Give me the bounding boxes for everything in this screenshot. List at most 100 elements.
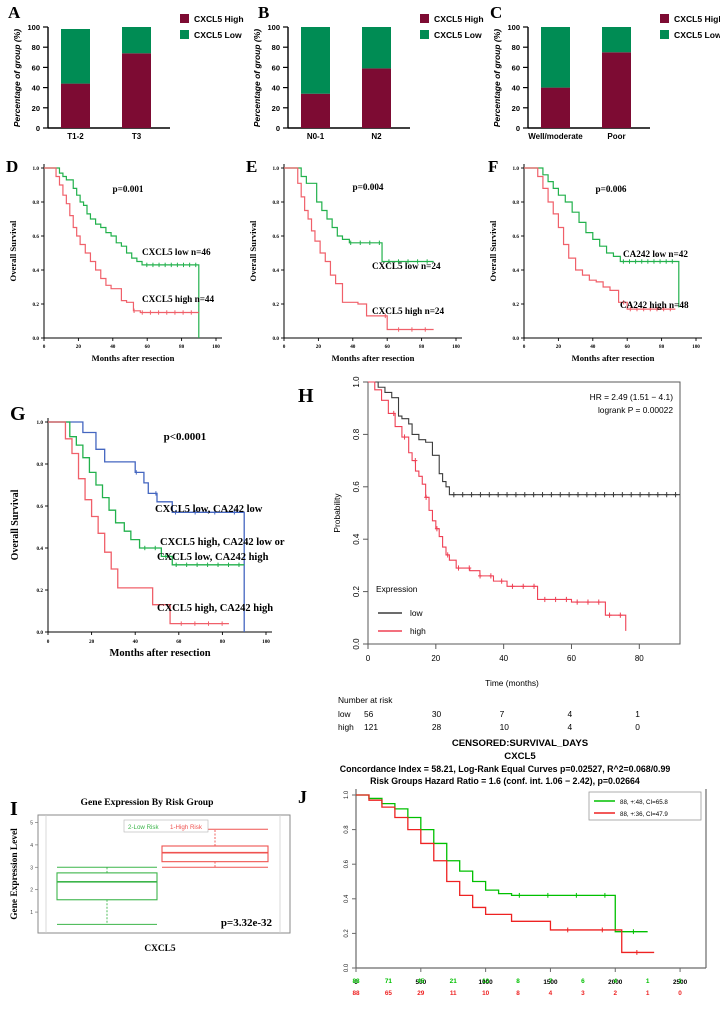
panel-e-axes xyxy=(283,164,462,339)
svg-text:0.2: 0.2 xyxy=(273,302,280,308)
panel-g-annotation-4: CXCL5 high, CA242 high xyxy=(157,603,273,614)
svg-text:0.4: 0.4 xyxy=(513,268,520,274)
panel-j-risk-cell: 11 xyxy=(450,990,457,997)
panel-c-ylabel: Percentage of group (%) xyxy=(492,29,502,127)
panel-c-label: C xyxy=(490,3,502,22)
svg-text:60: 60 xyxy=(385,344,391,350)
panel-i: I Gene Expression By Risk Group 1 2 3 4 5 Ge… xyxy=(0,760,300,1031)
panel-h-legend-label-high: high xyxy=(410,626,426,636)
panel-b-xtick-0: N0-1 xyxy=(307,132,325,141)
panel-a-ytick-0: 0 xyxy=(36,124,40,133)
svg-text:20: 20 xyxy=(316,344,322,350)
svg-text:0.0: 0.0 xyxy=(352,638,361,650)
svg-text:1.0: 1.0 xyxy=(33,166,40,172)
panel-h-risk-cell: 121 xyxy=(364,722,378,732)
panel-h-legend-title: Expression xyxy=(376,584,418,594)
panel-f-annotation-low: CA242 low n=42 xyxy=(623,249,688,259)
svg-text:80: 80 xyxy=(635,654,644,663)
panel-a: A 0 20 40 60 80 100 Percentage of group … xyxy=(0,0,244,150)
svg-text:40: 40 xyxy=(133,639,139,645)
panel-j-risk-table: 88 71 45 21 13 8 7 6 4 1 188 65 29 11 10 8 4 3 2 1 0 xyxy=(352,978,682,997)
svg-text:60: 60 xyxy=(145,344,151,350)
panel-c-bar-poor-low xyxy=(602,27,631,53)
panel-c-xtick-1: Poor xyxy=(607,132,625,141)
panel-i-plot-border xyxy=(37,814,291,934)
panel-d-annotation-high: CXCL5 high n=44 xyxy=(142,294,215,304)
panel-b-ytick-20: 20 xyxy=(272,104,280,113)
panel-b-legend-swatch-high xyxy=(420,14,429,23)
panel-c-legend-label-high: CXCL5 High xyxy=(674,14,720,24)
panel-b-legend-label-high: CXCL5 High xyxy=(434,14,484,24)
panel-a-legend-label-high: CXCL5 High xyxy=(194,14,244,24)
panel-j-risk-cell: 65 xyxy=(385,990,393,997)
svg-text:20: 20 xyxy=(556,344,562,350)
svg-text:0.0: 0.0 xyxy=(37,630,44,636)
panel-j-label: J xyxy=(298,787,307,807)
panel-d-ylabel: Overall Survival xyxy=(8,220,18,281)
panel-a-ytick-60: 60 xyxy=(32,63,40,72)
svg-text:0.8: 0.8 xyxy=(273,200,280,206)
panel-a-bar-t3-low xyxy=(122,27,151,54)
panel-h-risk-row-label: high xyxy=(338,722,354,732)
panel-j-risk-cell: 4 xyxy=(613,978,617,985)
panel-j-headers: CENSORED:SURVIVAL_DAYS CXCL5 Concordance… xyxy=(290,735,720,787)
panel-a-legend-label-low: CXCL5 Low xyxy=(194,30,242,40)
panel-h-plot-border xyxy=(367,381,681,645)
svg-text:0.8: 0.8 xyxy=(352,428,361,440)
svg-text:0.2: 0.2 xyxy=(37,588,44,594)
panel-f-label: F xyxy=(488,157,498,176)
panel-c-ytick-20: 20 xyxy=(512,104,520,113)
svg-text:0.4: 0.4 xyxy=(37,546,44,552)
panel-e: E 0.0 0.2 0.4 0.6 0.8 1.0 0 20 40 60 80 100 Overall… xyxy=(240,150,480,365)
svg-text:80: 80 xyxy=(179,344,185,350)
panel-b-ytick-60: 60 xyxy=(272,63,280,72)
panel-d-xlabel: Months after resection xyxy=(92,353,175,363)
panel-c-bar-well-low xyxy=(541,27,570,88)
panel-h-xlabel: Time (months) xyxy=(485,678,539,688)
panel-j-curves xyxy=(356,794,655,955)
panel-c-ytick-0: 0 xyxy=(516,124,520,133)
panel-h-risk-cell: 1 xyxy=(635,709,640,719)
panel-h-hr-line2: logrank P = 0.00022 xyxy=(598,405,673,415)
panel-b-legend-swatch-low xyxy=(420,30,429,39)
panel-i-legend-label-low: 2-Low Risk xyxy=(128,824,160,831)
panel-c-ytick-100: 100 xyxy=(507,23,520,32)
svg-text:4: 4 xyxy=(30,843,33,849)
svg-text:60: 60 xyxy=(625,344,631,350)
svg-text:40: 40 xyxy=(499,654,508,663)
panel-j-title2: Risk Groups Hazard Ratio = 1.6 (conf. in… xyxy=(370,776,640,786)
panel-h-risk-row-label: low xyxy=(338,709,352,719)
panel-a-bar-t12-low xyxy=(61,29,90,84)
panel-b-label: B xyxy=(258,3,269,22)
svg-text:60: 60 xyxy=(567,654,576,663)
svg-text:1000: 1000 xyxy=(479,979,494,986)
svg-text:5: 5 xyxy=(30,820,33,826)
panel-h-risk-cell: 28 xyxy=(432,722,442,732)
svg-text:40: 40 xyxy=(350,344,356,350)
panel-c-bar-well-high xyxy=(541,87,570,128)
panel-h-risk-cell: 10 xyxy=(500,722,510,732)
panel-j-risk-cell: 8 xyxy=(516,990,520,997)
panel-b: B 0 20 40 60 80 100 Percentage of group … xyxy=(240,0,484,150)
panel-h-label: H xyxy=(298,385,314,407)
svg-text:1.0: 1.0 xyxy=(513,166,520,172)
panel-i-ylabel: Gene Expression Level xyxy=(10,828,20,920)
svg-text:0.2: 0.2 xyxy=(513,302,520,308)
panel-i-yticks: 1 2 3 4 5 xyxy=(30,820,38,916)
svg-text:0: 0 xyxy=(354,979,358,986)
panel-b-ytick-100: 100 xyxy=(267,23,280,32)
svg-text:0: 0 xyxy=(366,654,371,663)
svg-text:0.0: 0.0 xyxy=(513,336,520,342)
panel-g-annotation-1: CXCL5 low, CA242 low xyxy=(155,504,263,515)
svg-text:60: 60 xyxy=(176,639,182,645)
panel-h-risk-cell: 30 xyxy=(432,709,442,719)
svg-text:0.8: 0.8 xyxy=(344,825,350,834)
panel-g: G 0.0 0.2 0.4 0.6 0.8 1.0 0 20 40 60 80 100 Overall… xyxy=(0,370,300,660)
svg-text:2500: 2500 xyxy=(673,979,688,986)
panel-f-axes xyxy=(523,164,702,339)
panel-g-annotation-3: CXCL5 low, CA242 high xyxy=(157,552,269,563)
panel-j-risk-cell: 1 xyxy=(646,978,650,985)
panel-g-annotation-2: CXCL5 high, CA242 low or xyxy=(160,537,285,548)
panel-d-pvalue: p=0.001 xyxy=(112,184,143,194)
svg-text:0.6: 0.6 xyxy=(513,234,520,240)
